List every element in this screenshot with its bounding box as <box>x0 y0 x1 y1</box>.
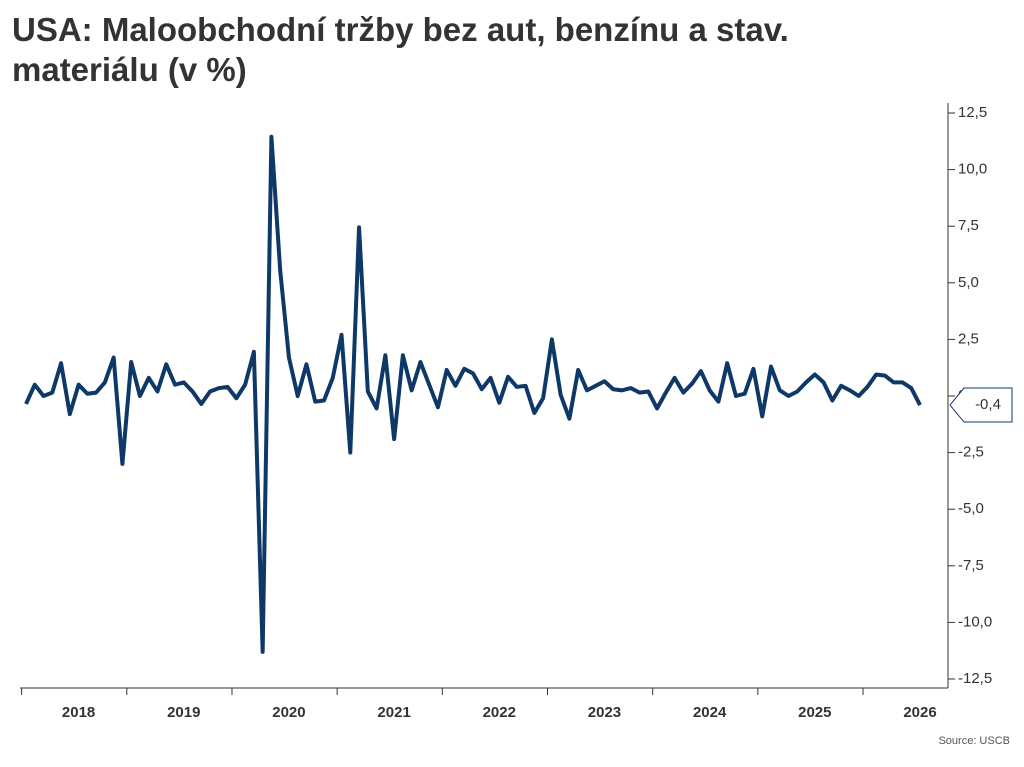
y-tick-label: 2,5 <box>958 330 979 347</box>
y-tick-label: -12,5 <box>958 670 992 687</box>
x-tick-label: 2019 <box>167 704 200 721</box>
y-tick-label: 10,0 <box>958 161 987 178</box>
y-tick-label: -5,0 <box>958 500 984 517</box>
x-tick-label: 2024 <box>693 704 727 721</box>
x-tick-label: 2023 <box>588 704 621 721</box>
x-tick-label: 2018 <box>62 704 95 721</box>
source-note: Source: USCB <box>938 735 1010 747</box>
value-label: -0,4 <box>975 396 1001 413</box>
value-label-box <box>949 387 1013 423</box>
chart-title: USA: Maloobchodní tržby bez aut, benzínu… <box>12 11 789 88</box>
y-tick-label: -10,0 <box>958 613 992 630</box>
y-tick-label: 7,5 <box>958 217 979 234</box>
x-tick-label: 2021 <box>377 704 410 721</box>
y-tick-label: 12,5 <box>958 104 987 121</box>
x-tick-label: 2025 <box>798 704 831 721</box>
x-tick-label: 2022 <box>483 704 516 721</box>
x-tick-label: 2026 <box>903 704 936 721</box>
data-line <box>24 134 922 654</box>
x-tick-label: 2020 <box>272 704 305 721</box>
y-tick-label: -7,5 <box>958 557 984 574</box>
y-tick-label: 5,0 <box>958 274 979 291</box>
y-tick-label: -2,5 <box>958 444 984 461</box>
